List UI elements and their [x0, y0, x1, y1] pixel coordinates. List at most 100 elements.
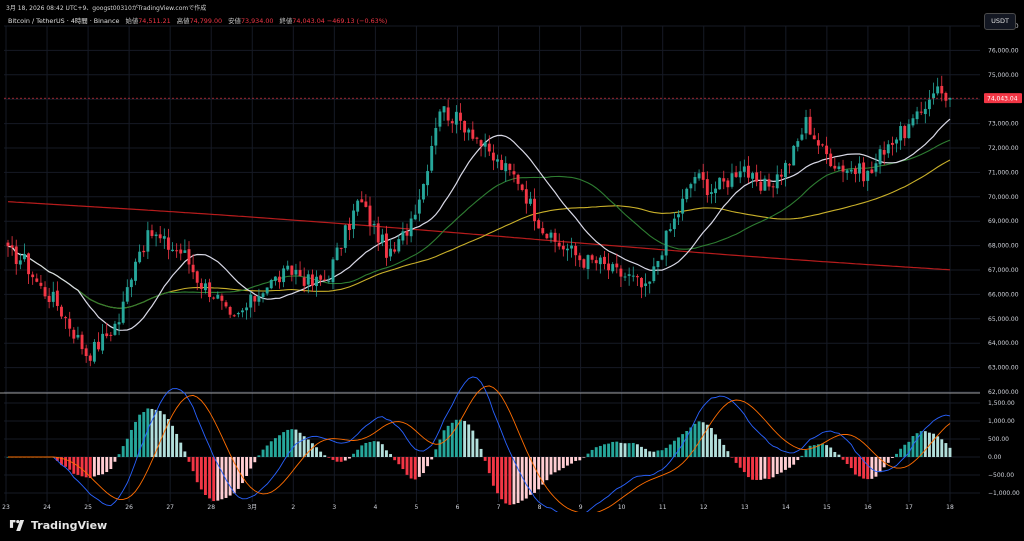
macd-histogram-bar	[611, 441, 615, 457]
price-chart[interactable]: 77,000.0076,000.0075,000.0074,000.0073,0…	[0, 0, 1024, 512]
candle-body	[557, 242, 561, 247]
candle-body	[166, 237, 170, 250]
macd-histogram-bar	[286, 429, 290, 457]
candle-body	[195, 271, 199, 283]
low-label: 安値	[228, 17, 241, 25]
price-tick-label: 65,000.00	[988, 316, 1019, 323]
candle-body	[631, 275, 635, 277]
macd-histogram-bar	[582, 457, 586, 458]
macd-histogram-bar	[784, 457, 787, 470]
close-value: 74,043.04	[292, 17, 325, 25]
candle-body	[705, 179, 709, 196]
candle-body	[582, 259, 586, 268]
macd-histogram-bar	[508, 457, 512, 505]
macd-histogram-bar	[282, 432, 286, 457]
plot-background	[0, 0, 1024, 512]
candle-body	[430, 145, 434, 171]
macd-histogram-bar	[413, 457, 417, 480]
date-tick-label: 14	[782, 504, 790, 511]
macd-tick-label: −500.00	[988, 472, 1014, 479]
candle-body	[549, 232, 553, 238]
currency-selector[interactable]: USDT	[984, 13, 1016, 30]
candle-body	[496, 159, 499, 162]
macd-histogram-bar	[537, 457, 541, 490]
macd-histogram-bar	[496, 457, 499, 494]
candle-body	[39, 282, 43, 286]
candle-body	[566, 248, 569, 251]
price-tick-label: 72,000.00	[988, 145, 1019, 152]
change-value: −469.13 (−0.63%)	[326, 17, 388, 25]
macd-histogram-bar	[204, 457, 207, 495]
candle-body	[578, 255, 582, 261]
macd-histogram-bar	[746, 457, 750, 478]
macd-histogram-bar	[220, 457, 224, 500]
macd-histogram-bar	[903, 444, 907, 457]
date-tick-label: 2	[291, 504, 295, 511]
macd-histogram-bar	[372, 441, 376, 457]
candle-body	[352, 210, 355, 230]
candle-body	[516, 174, 520, 184]
macd-histogram-bar	[800, 455, 804, 457]
candle-body	[269, 279, 273, 289]
macd-histogram-bar	[327, 457, 331, 458]
macd-histogram-bar	[162, 414, 166, 457]
last-price-tag	[984, 93, 1022, 104]
symbol-legend: Bitcoin / TetherUS · 4時間 · Binance 始値74,…	[8, 16, 387, 25]
candle-body	[228, 307, 232, 315]
candle-body	[356, 200, 360, 212]
brand[interactable]: TradingView	[8, 519, 107, 532]
candle-body	[385, 233, 388, 258]
candle-body	[520, 184, 524, 190]
macd-histogram-bar	[450, 422, 454, 457]
candle-body	[882, 149, 886, 155]
macd-histogram-bar	[121, 446, 125, 457]
macd-histogram-bar	[553, 457, 557, 473]
date-tick-label: 11	[659, 504, 667, 511]
candle-body	[261, 293, 265, 298]
price-tick-label: 70,000.00	[988, 194, 1019, 201]
macd-histogram-bar	[500, 457, 504, 500]
candle-body	[718, 177, 722, 190]
date-tick-label: 17	[905, 504, 913, 511]
macd-histogram-bar	[273, 438, 277, 457]
macd-histogram-bar	[150, 408, 154, 457]
candle-body	[890, 142, 894, 145]
date-tick-label: 10	[618, 504, 626, 511]
macd-histogram-bar	[528, 457, 532, 495]
macd-histogram-bar	[208, 457, 212, 499]
macd-histogram-bar	[459, 419, 462, 457]
candle-body	[125, 287, 129, 302]
candle-body	[397, 239, 401, 252]
candle-body	[853, 168, 857, 175]
candle-body	[701, 172, 705, 180]
candle-body	[903, 125, 907, 139]
macd-histogram-bar	[685, 431, 689, 457]
candle-body	[635, 276, 639, 278]
candle-body	[290, 265, 294, 275]
candle-body	[417, 199, 421, 214]
candle-body	[722, 178, 726, 182]
macd-histogram-bar	[405, 457, 409, 475]
candle-body	[463, 120, 467, 133]
candle-body	[175, 250, 179, 252]
candle-body	[442, 106, 446, 113]
candle-body	[129, 279, 133, 288]
candle-body	[241, 310, 244, 313]
macd-histogram-bar	[154, 409, 158, 457]
candle-body	[833, 165, 837, 169]
candle-body	[714, 188, 717, 194]
macd-histogram-bar	[808, 445, 812, 457]
macd-histogram-bar	[434, 449, 438, 457]
macd-tick-label: 1,000.00	[988, 418, 1015, 425]
date-tick-label: 6	[456, 504, 460, 511]
candle-body	[150, 230, 154, 236]
candle-body	[339, 247, 343, 249]
candle-body	[660, 255, 664, 260]
candle-body	[183, 250, 187, 253]
symbol-name[interactable]: Bitcoin / TetherUS · 4時間 · Binance	[8, 17, 120, 25]
candle-body	[459, 112, 462, 121]
macd-histogram-bar	[245, 457, 249, 476]
macd-histogram-bar	[919, 431, 923, 457]
macd-histogram-bar	[446, 425, 450, 457]
price-tick-label: 68,000.00	[988, 243, 1019, 250]
